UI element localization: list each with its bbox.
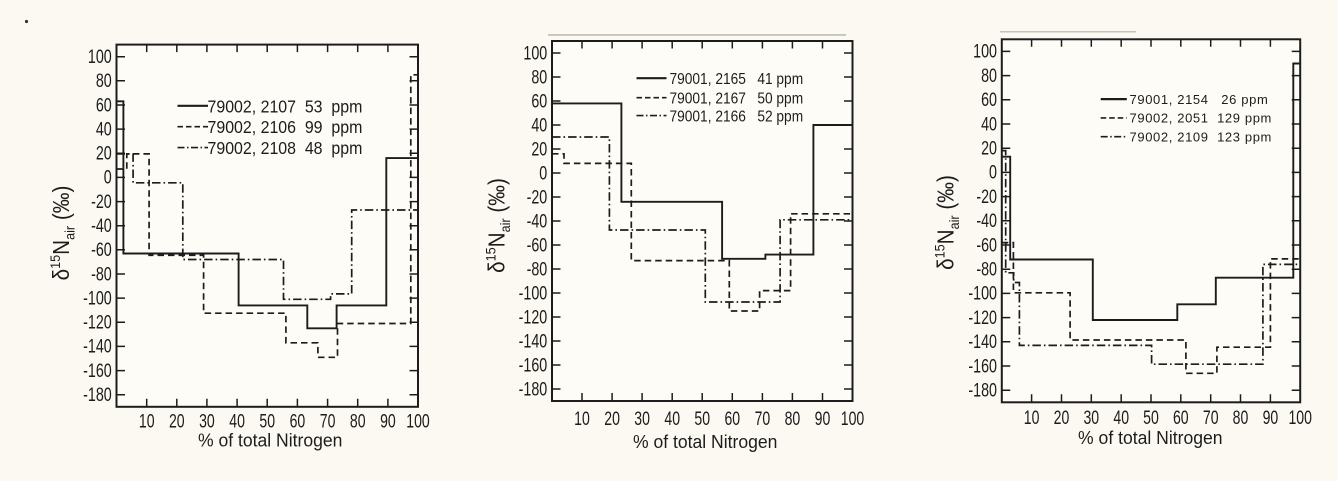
svg-text:40: 40 (664, 408, 680, 430)
svg-text:30: 30 (634, 408, 650, 430)
svg-text:30: 30 (199, 410, 215, 432)
svg-text:δ15Nair (‰): δ15Nair (‰) (483, 178, 513, 273)
svg-text:20: 20 (531, 138, 547, 160)
svg-text:40: 40 (981, 113, 997, 135)
svg-text:-60: -60 (91, 239, 112, 261)
svg-text:100: 100 (406, 410, 429, 432)
svg-text:40: 40 (96, 118, 112, 140)
svg-text:90: 90 (380, 410, 396, 432)
svg-text:79002, 2108 48 ppm: 79002, 2108 48 ppm (208, 138, 363, 158)
svg-text:50: 50 (1143, 407, 1159, 429)
svg-text:0: 0 (539, 162, 547, 184)
svg-text:% of total Nitrogen: % of total Nitrogen (198, 430, 342, 451)
svg-text:30: 30 (1083, 407, 1099, 429)
svg-text:-20: -20 (976, 186, 997, 208)
svg-text:-40: -40 (527, 210, 548, 232)
svg-text:-180: -180 (519, 378, 548, 400)
svg-text:20: 20 (169, 410, 185, 432)
svg-text:-100: -100 (83, 287, 112, 309)
svg-text:20: 20 (1054, 407, 1070, 429)
svg-text:60: 60 (96, 94, 112, 116)
svg-text:60: 60 (531, 90, 547, 112)
svg-text:-80: -80 (527, 258, 548, 280)
svg-text:-60: -60 (976, 234, 997, 256)
svg-text:79001, 2165 41 ppm: 79001, 2165 41 ppm (670, 71, 804, 88)
svg-text:-40: -40 (976, 210, 997, 232)
svg-text:10: 10 (139, 410, 155, 432)
svg-text:-80: -80 (976, 258, 997, 280)
svg-text:40: 40 (531, 114, 547, 136)
svg-text:-80: -80 (91, 263, 112, 285)
svg-text:-140: -140 (519, 330, 548, 352)
svg-text:50: 50 (694, 408, 710, 430)
svg-text:-100: -100 (968, 283, 997, 305)
svg-text:60: 60 (724, 408, 740, 430)
svg-text:40: 40 (1113, 407, 1129, 429)
svg-text:79002, 2109 123 ppm: 79002, 2109 123 ppm (1130, 130, 1273, 145)
svg-text:-160: -160 (519, 354, 548, 376)
svg-text:-120: -120 (968, 307, 997, 329)
svg-text:-20: -20 (527, 186, 548, 208)
svg-text:-60: -60 (527, 234, 548, 256)
svg-text:-140: -140 (968, 331, 997, 353)
svg-text:δ15Nair (‰): δ15Nair (‰) (932, 175, 962, 270)
svg-text:-100: -100 (519, 282, 548, 304)
svg-text:0: 0 (989, 162, 997, 184)
svg-text:79002, 2106 99 ppm: 79002, 2106 99 ppm (208, 118, 363, 138)
svg-text:80: 80 (1233, 407, 1249, 429)
svg-text:-40: -40 (91, 215, 112, 237)
svg-text:70: 70 (1203, 407, 1219, 429)
svg-text:0: 0 (104, 167, 112, 189)
svg-text:-120: -120 (83, 312, 112, 334)
svg-text:100: 100 (523, 42, 547, 64)
svg-text:79001, 2167 50 ppm: 79001, 2167 50 ppm (670, 91, 804, 108)
svg-text:20: 20 (981, 137, 997, 159)
svg-text:δ15Nair (‰): δ15Nair (‰) (47, 186, 77, 281)
svg-text:-160: -160 (968, 355, 997, 377)
svg-text:60: 60 (290, 410, 306, 432)
svg-text:79002, 2051 129 ppm: 79002, 2051 129 ppm (1130, 111, 1273, 126)
svg-text:20: 20 (604, 408, 620, 430)
svg-text:70: 70 (755, 408, 771, 430)
svg-text:60: 60 (1173, 407, 1189, 429)
svg-text:10: 10 (574, 408, 590, 430)
svg-text:20: 20 (96, 143, 112, 165)
svg-text:-120: -120 (519, 306, 548, 328)
svg-text:100: 100 (841, 408, 864, 430)
svg-text:90: 90 (815, 408, 831, 430)
svg-text:90: 90 (1263, 407, 1279, 429)
svg-text:50: 50 (259, 410, 275, 432)
svg-text:% of total Nitrogen: % of total Nitrogen (633, 432, 777, 453)
svg-text:79002, 2107 53 ppm: 79002, 2107 53 ppm (208, 97, 363, 117)
svg-text:80: 80 (96, 70, 112, 92)
svg-text:-180: -180 (968, 379, 997, 401)
svg-text:100: 100 (88, 46, 112, 68)
svg-text:80: 80 (531, 66, 547, 88)
svg-text:40: 40 (229, 410, 245, 432)
svg-text:10: 10 (1024, 407, 1040, 429)
svg-text:70: 70 (320, 410, 336, 432)
svg-text:79001, 2166 52 ppm: 79001, 2166 52 ppm (670, 109, 804, 126)
svg-text:-140: -140 (83, 336, 112, 358)
svg-text:-160: -160 (83, 360, 112, 382)
svg-text:79001, 2154 26 ppm: 79001, 2154 26 ppm (1130, 92, 1269, 107)
svg-text:-20: -20 (91, 191, 112, 213)
svg-text:80: 80 (981, 65, 997, 87)
svg-text:100: 100 (973, 41, 997, 63)
svg-text:60: 60 (981, 89, 997, 111)
svg-text:-180: -180 (83, 384, 112, 406)
svg-text:80: 80 (350, 410, 366, 432)
svg-text:80: 80 (785, 408, 801, 430)
svg-text:100: 100 (1288, 407, 1311, 429)
svg-text:% of total Nitrogen: % of total Nitrogen (1078, 427, 1222, 448)
